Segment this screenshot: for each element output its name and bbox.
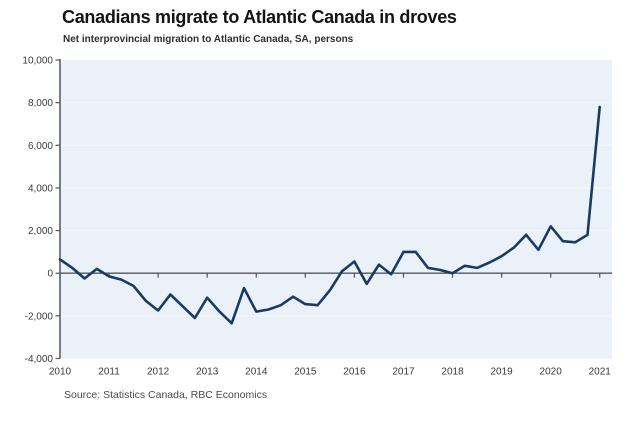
y-tick-label: -2,000: [25, 311, 54, 322]
x-tick-label: 2012: [147, 367, 170, 378]
x-tick-label: 2020: [540, 367, 563, 378]
x-tick-label: 2011: [98, 367, 120, 378]
x-tick-label: 2013: [196, 367, 219, 378]
plot-area-background: [60, 60, 612, 359]
y-tick-label: 2,000: [28, 226, 53, 237]
x-tick-label: 2016: [343, 367, 366, 378]
source-note: Source: Statistics Canada, RBC Economics: [64, 389, 268, 401]
migration-series-line: [58, 105, 602, 325]
x-tick-label: 2017: [392, 367, 415, 378]
x-tick-label: 2019: [490, 367, 513, 378]
x-tick-label: 2018: [441, 367, 464, 378]
y-tick-label: 4,000: [28, 183, 53, 194]
chart-title: Canadians migrate to Atlantic Canada in …: [62, 7, 457, 27]
x-tick-label: 2015: [294, 367, 317, 378]
y-tick-label: -4,000: [25, 354, 54, 365]
y-tick-label: 6,000: [28, 141, 53, 152]
y-tick-label: 10,000: [22, 56, 53, 67]
x-tick-label: 2021: [589, 367, 612, 378]
y-tick-label: 8,000: [28, 98, 53, 109]
x-tick-label: 2010: [49, 367, 72, 378]
x-tick-label: 2014: [245, 367, 268, 378]
y-tick-label: 0: [47, 269, 53, 280]
chart-subtitle: Net interprovincial migration to Atlanti…: [63, 34, 354, 45]
